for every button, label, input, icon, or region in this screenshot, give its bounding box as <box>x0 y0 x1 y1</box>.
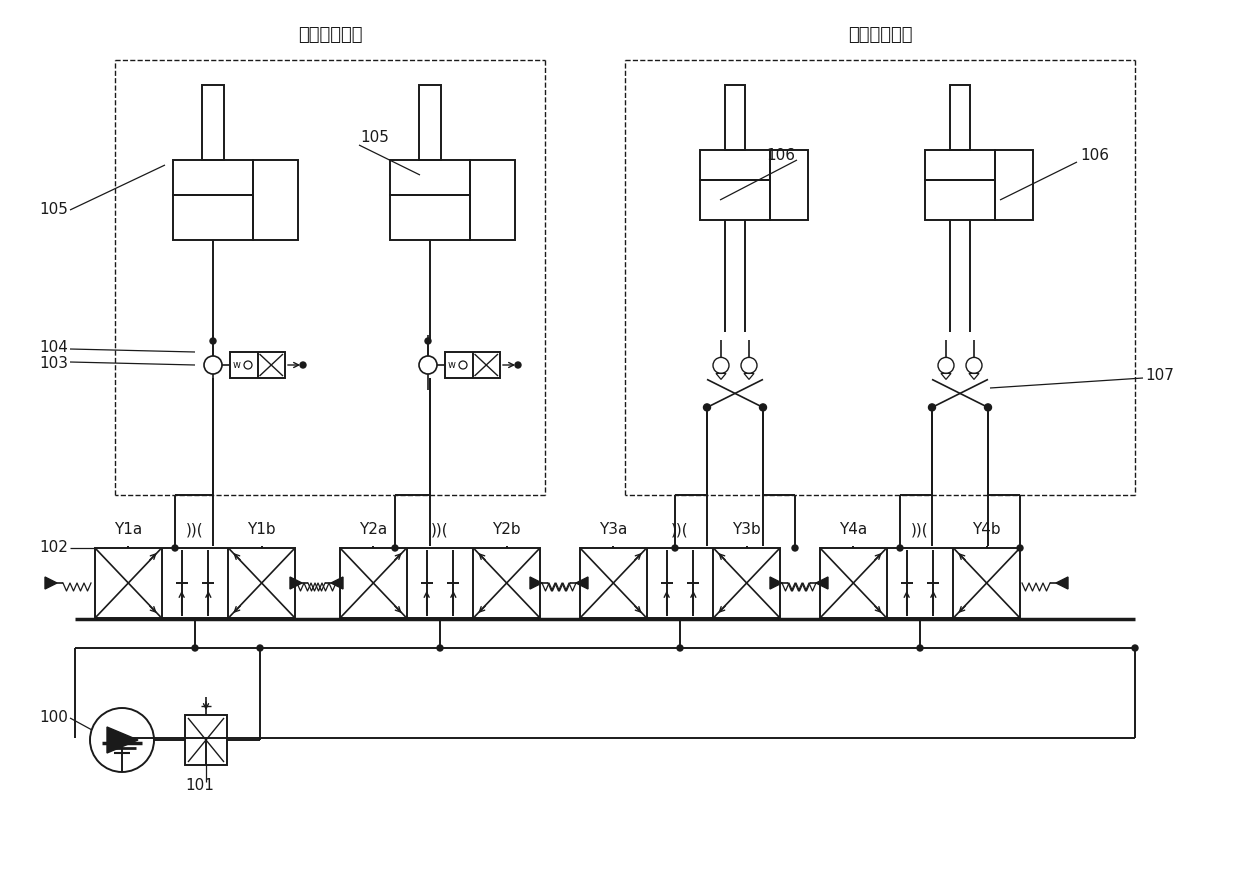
Bar <box>185 715 227 765</box>
Text: w: w <box>233 360 241 370</box>
Text: 101: 101 <box>186 778 215 793</box>
Bar <box>174 160 253 195</box>
Circle shape <box>192 645 198 651</box>
Text: w: w <box>448 360 456 370</box>
Polygon shape <box>816 577 828 589</box>
Bar <box>701 150 770 180</box>
Text: 超起变幅油缸: 超起变幅油缸 <box>298 26 362 44</box>
Bar <box>470 160 515 240</box>
Polygon shape <box>45 577 57 589</box>
Bar <box>445 352 500 378</box>
Bar <box>820 548 1021 618</box>
Text: Y2b: Y2b <box>492 523 521 538</box>
Text: 102: 102 <box>40 540 68 555</box>
Circle shape <box>1132 645 1138 651</box>
Text: 超起展收油缸: 超起展收油缸 <box>848 26 913 44</box>
Bar <box>229 352 285 378</box>
Text: 105: 105 <box>360 131 389 146</box>
Text: Y4a: Y4a <box>839 523 868 538</box>
Polygon shape <box>331 577 343 589</box>
Polygon shape <box>290 577 303 589</box>
Circle shape <box>703 404 711 411</box>
Text: ))(: ))( <box>671 523 688 538</box>
Text: 100: 100 <box>40 710 68 725</box>
Circle shape <box>300 362 306 368</box>
Polygon shape <box>107 727 138 753</box>
Circle shape <box>792 545 799 551</box>
Bar <box>994 150 1033 220</box>
Text: ))(: ))( <box>432 523 449 538</box>
Circle shape <box>436 645 443 651</box>
Circle shape <box>918 645 923 651</box>
Bar <box>340 548 539 618</box>
Bar <box>95 548 295 618</box>
Text: 105: 105 <box>40 203 68 217</box>
Text: Y2a: Y2a <box>360 523 387 538</box>
Circle shape <box>425 338 432 344</box>
Circle shape <box>172 545 179 551</box>
Text: Y1b: Y1b <box>247 523 277 538</box>
Bar <box>770 150 808 220</box>
Text: 104: 104 <box>40 340 68 355</box>
Text: 103: 103 <box>38 355 68 370</box>
Text: Y1a: Y1a <box>114 523 143 538</box>
Polygon shape <box>577 577 588 589</box>
Bar <box>202 85 224 160</box>
Bar <box>701 180 770 220</box>
Text: Y4b: Y4b <box>972 523 1001 538</box>
Bar <box>725 85 745 150</box>
Bar <box>391 195 470 240</box>
Bar <box>419 85 441 160</box>
Bar <box>950 85 970 150</box>
Polygon shape <box>770 577 782 589</box>
Text: ))(: ))( <box>186 523 203 538</box>
Circle shape <box>210 338 216 344</box>
Circle shape <box>929 404 935 411</box>
Text: Y3a: Y3a <box>599 523 627 538</box>
Bar <box>925 150 994 180</box>
Circle shape <box>677 645 683 651</box>
Circle shape <box>257 645 263 651</box>
Bar <box>253 160 298 240</box>
Text: ))(: ))( <box>911 523 929 538</box>
Bar <box>580 548 780 618</box>
Text: Y3b: Y3b <box>733 523 761 538</box>
Text: 106: 106 <box>766 147 795 162</box>
Polygon shape <box>1056 577 1068 589</box>
Bar <box>174 195 253 240</box>
Circle shape <box>515 362 521 368</box>
Bar <box>391 160 470 195</box>
Circle shape <box>1017 545 1023 551</box>
Bar <box>925 180 994 220</box>
Circle shape <box>985 404 992 411</box>
Polygon shape <box>529 577 542 589</box>
Circle shape <box>759 404 766 411</box>
Circle shape <box>897 545 903 551</box>
Circle shape <box>672 545 678 551</box>
Text: 106: 106 <box>1080 147 1109 162</box>
Circle shape <box>392 545 398 551</box>
Text: 107: 107 <box>1145 367 1174 382</box>
